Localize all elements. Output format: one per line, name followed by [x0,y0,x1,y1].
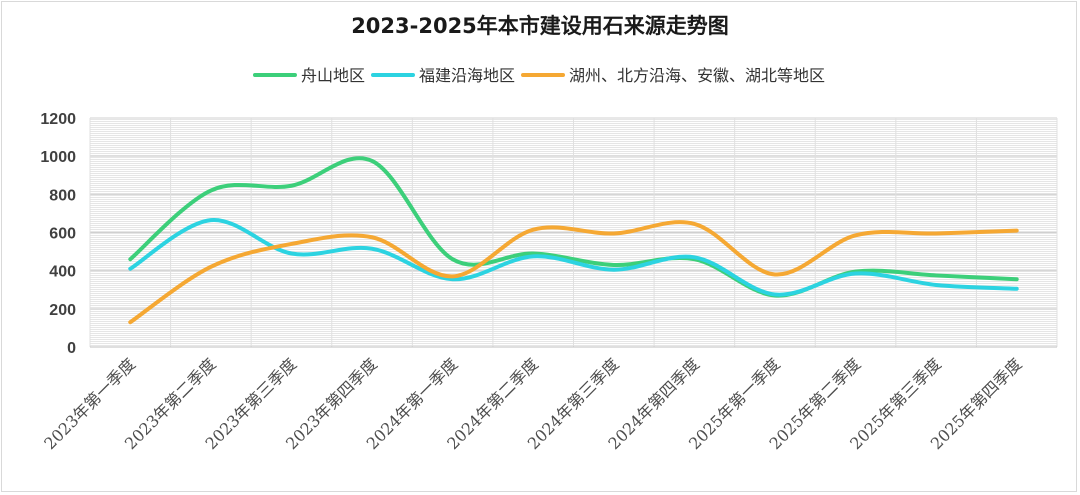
data-point [370,159,374,163]
data-point [128,257,132,261]
x-axis: 2023年第一季度2023年第二季度2023年第三季度2023年第四季度2024… [40,354,1025,453]
data-point [531,254,535,258]
legend-label: 福建沿海地区 [419,66,515,85]
data-point [289,251,293,255]
data-point [1015,287,1019,291]
y-tick-label: 200 [49,302,76,319]
data-point [451,274,455,278]
data-point [128,267,132,271]
data-point [370,247,374,251]
data-point [612,263,616,267]
data-point [531,228,535,232]
chart-title: 2023-2025年本市建设用石来源走势图 [351,14,729,38]
data-point [128,320,132,324]
data-point [1015,229,1019,233]
data-point [773,293,777,297]
y-tick-label: 0 [67,340,76,357]
y-tick-label: 600 [49,226,76,243]
data-point [934,231,938,235]
legend-label: 舟山地区 [301,66,365,85]
legend-item-3: 湖州、北方沿海、安徽、湖北等地区 [521,66,825,85]
data-point [370,235,374,239]
series-line-3 [128,220,1019,325]
data-point [451,257,455,261]
legend: 舟山地区 福建沿海地区 湖州、北方沿海、安徽、湖北等地区 [252,66,825,85]
data-point [934,273,938,277]
data-point [934,283,938,287]
data-point [612,268,616,272]
data-point [289,242,293,246]
data-point [209,265,213,269]
data-point [209,189,213,193]
legend-item-2: 福建沿海地区 [370,66,515,85]
data-point [692,222,696,226]
y-axis: 0 200 400 600 800 1000 1200 [40,111,76,357]
data-point [612,231,616,235]
y-tick-label: 1200 [40,111,76,128]
y-tick-label: 800 [49,187,76,204]
data-point [854,233,858,237]
legend-label: 湖州、北方沿海、安徽、湖北等地区 [569,66,825,85]
y-tick-label: 400 [49,264,76,281]
data-point [1015,277,1019,281]
data-point [209,218,213,222]
series-line-2 [128,218,1019,297]
y-tick-label: 1000 [40,149,76,166]
data-point [773,272,777,276]
data-point [692,255,696,259]
legend-item-1: 舟山地区 [252,66,365,85]
data-point [854,272,858,276]
series-group [128,156,1019,325]
data-point [289,184,293,188]
